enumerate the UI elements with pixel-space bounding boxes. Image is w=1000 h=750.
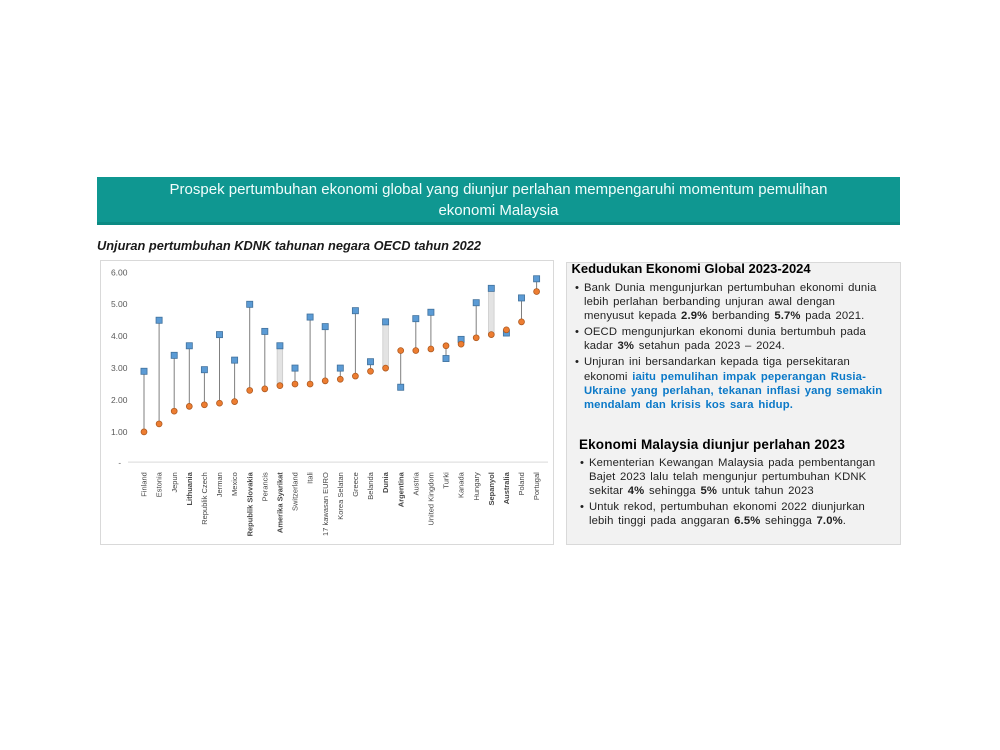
svg-text:Republik Slovakia: Republik Slovakia <box>245 471 254 536</box>
svg-text:Perancis: Perancis <box>260 472 269 501</box>
svg-text:United Kingdom: United Kingdom <box>427 472 436 525</box>
svg-text:Finland: Finland <box>140 472 149 497</box>
svg-text:Dunia: Dunia <box>381 471 390 493</box>
svg-text:17 kawasan EURO: 17 kawasan EURO <box>321 472 330 536</box>
svg-text:Belanda: Belanda <box>366 471 375 499</box>
svg-text:Jepun: Jepun <box>170 472 179 492</box>
svg-text:Greece: Greece <box>351 472 360 497</box>
svg-text:-: - <box>118 458 121 467</box>
svg-text:Jerman: Jerman <box>215 472 224 497</box>
svg-text:Australia: Australia <box>502 471 511 504</box>
svg-text:Turki: Turki <box>442 472 451 489</box>
svg-text:2.00: 2.00 <box>111 395 128 405</box>
svg-text:Korea Selatan: Korea Selatan <box>336 472 345 520</box>
svg-text:Mexico: Mexico <box>230 472 239 496</box>
svg-text:3.00: 3.00 <box>111 363 128 373</box>
svg-text:Argentina: Argentina <box>396 471 405 507</box>
svg-text:Republik Czech: Republik Czech <box>200 472 209 525</box>
svg-text:Portugal: Portugal <box>532 472 541 500</box>
svg-text:4.00: 4.00 <box>111 331 128 341</box>
svg-text:5.00: 5.00 <box>111 299 128 309</box>
svg-text:Austria: Austria <box>411 471 420 495</box>
svg-text:1.00: 1.00 <box>111 427 128 437</box>
svg-text:Switzerland: Switzerland <box>291 472 300 511</box>
svg-text:Poland: Poland <box>517 472 526 495</box>
svg-text:Sepanyol: Sepanyol <box>487 472 496 505</box>
svg-text:Amerika Syarikat: Amerika Syarikat <box>276 472 285 533</box>
svg-text:Itali: Itali <box>306 472 315 484</box>
svg-text:Estonia: Estonia <box>155 471 164 497</box>
svg-text:6.00: 6.00 <box>111 267 128 277</box>
svg-text:Lithuania: Lithuania <box>185 471 194 505</box>
svg-text:Hungary: Hungary <box>472 472 481 501</box>
svg-text:Kanada: Kanada <box>457 471 466 498</box>
